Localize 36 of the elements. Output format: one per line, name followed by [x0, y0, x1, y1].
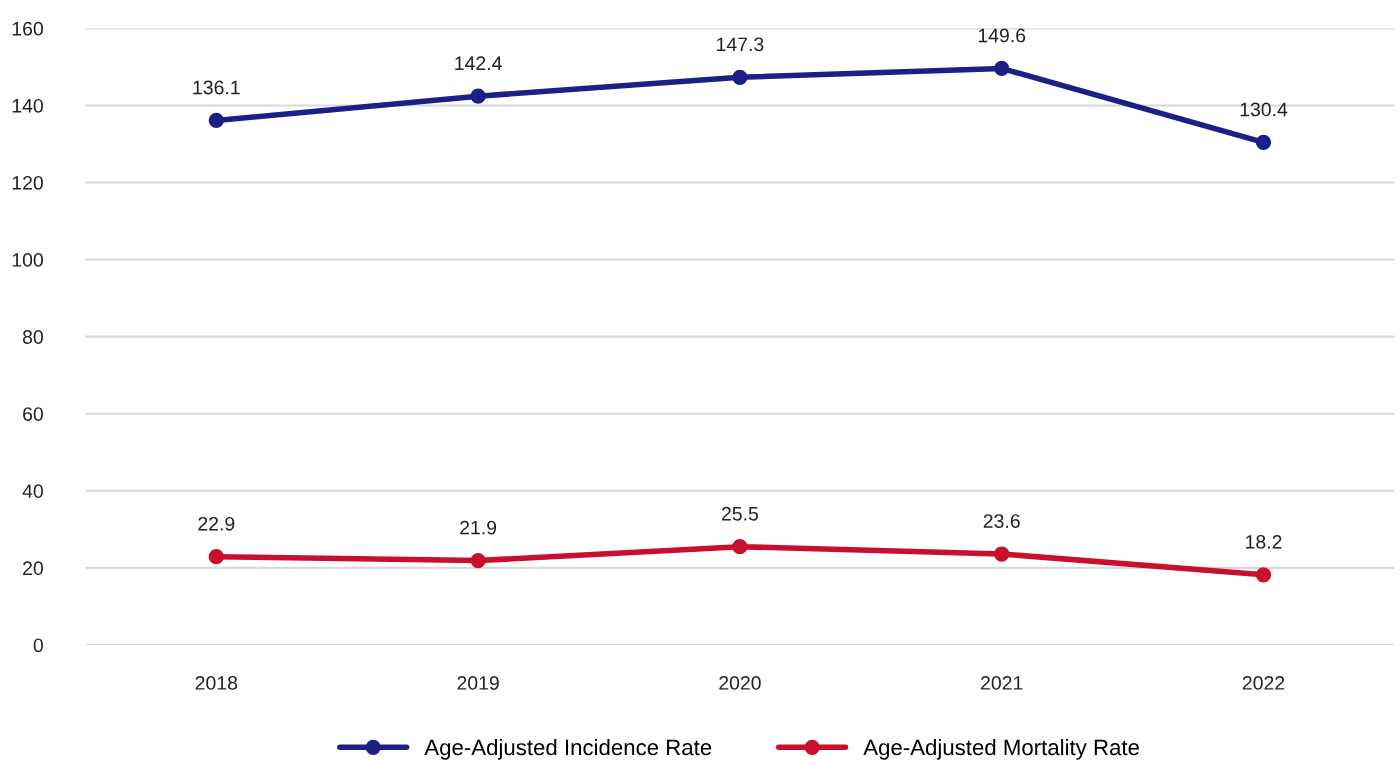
- x-tick-label: 2018: [195, 676, 238, 690]
- point: [1255, 567, 1272, 583]
- point: [994, 60, 1010, 77]
- y-tick-label: 100: [12, 253, 43, 267]
- x-tick-label: 2022: [1242, 676, 1285, 690]
- data-label: 149.6: [978, 28, 1026, 43]
- y-tick-label: 60: [23, 407, 43, 421]
- legend-label: Age-Adjusted Incidence Rate: [424, 738, 712, 760]
- point: [994, 546, 1010, 562]
- point: [208, 112, 224, 129]
- legend-label: Age-Adjusted Mortality Rate: [863, 738, 1139, 760]
- y-tick-label: 20: [23, 561, 43, 576]
- data-label: 21.9: [460, 520, 497, 535]
- point: [732, 539, 748, 555]
- point: [732, 69, 748, 85]
- point: [470, 552, 486, 569]
- x-tick-label: 2019: [457, 676, 499, 690]
- point: [470, 88, 486, 104]
- x-tick-label: 2020: [719, 676, 761, 690]
- data-label: 130.4: [1240, 102, 1288, 117]
- data-label: 18.2: [1246, 535, 1282, 549]
- y-tick-label: 120: [12, 175, 43, 190]
- y-tick-label: 80: [22, 330, 43, 344]
- point: [208, 549, 224, 565]
- data-label: 136.1: [193, 80, 240, 95]
- x-tick-label: 2021: [981, 676, 1023, 690]
- data-label: 142.4: [455, 56, 502, 70]
- y-tick-label: 140: [12, 98, 43, 113]
- data-label: 22.9: [198, 516, 235, 531]
- y-tick-label: 0: [33, 638, 43, 653]
- data-label: 23.6: [983, 514, 1020, 528]
- y-tick-label: 40: [22, 484, 43, 499]
- data-label: 25.5: [721, 506, 759, 521]
- y-tick-label: 160: [12, 21, 43, 36]
- point: [1255, 134, 1272, 151]
- data-label: 147.3: [717, 37, 764, 52]
